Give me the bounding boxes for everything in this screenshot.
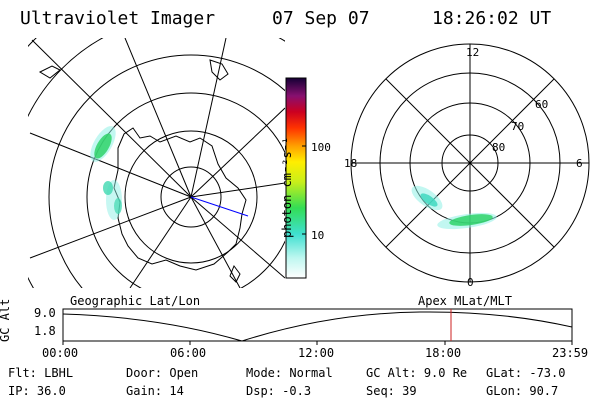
mlt-label-18: 18 xyxy=(344,157,358,170)
coastline-fragment xyxy=(209,59,229,81)
polar-grid xyxy=(350,43,590,283)
intensity-colorbar xyxy=(285,77,307,279)
status-door: Door: Open xyxy=(126,366,199,380)
timeline-x-tick-2359: 23:59 xyxy=(552,346,589,360)
status-glon: GLon: 90.7 xyxy=(486,384,559,398)
status-mode: Mode: Normal xyxy=(246,366,333,380)
colorbar-tick-10: 10 xyxy=(311,229,325,242)
aurora-oval xyxy=(411,185,497,230)
status-dsp: Dsp: -0.3 xyxy=(246,384,312,398)
aurora-emission xyxy=(90,126,122,220)
timeline-y-tick-min: 1.8 xyxy=(34,324,56,338)
mlat-label-80: 80 xyxy=(492,141,506,154)
timeline-y-axis-title: GC Alt xyxy=(0,298,12,342)
timeline-left-label: Geographic Lat/Lon xyxy=(70,294,201,308)
status-ip: IP: 36.0 xyxy=(8,384,66,398)
satellite-track-line xyxy=(190,196,249,217)
mlt-label-0: 0 xyxy=(467,276,474,289)
colorbar-tick-100: 100 xyxy=(311,141,331,154)
status-seq: Seq: 39 xyxy=(366,384,417,398)
colorbar-unit-label: photon cm⁻²s⁻¹ xyxy=(280,136,294,238)
coastline-fragment xyxy=(229,264,241,283)
timeline-x-tick-0600: 06:00 xyxy=(170,346,207,360)
timeline-x-tick-0000: 00:00 xyxy=(42,346,79,360)
instrument-title: Ultraviolet Imager xyxy=(20,8,216,29)
observation-time: 18:26:02 UT xyxy=(432,8,552,29)
altitude-curve xyxy=(62,311,573,342)
mlat-label-60: 60 xyxy=(535,98,549,111)
geographic-projection-image xyxy=(28,38,285,288)
timeline-y-tick-max: 9.0 xyxy=(34,306,56,320)
timeline-x-tick-1800: 18:00 xyxy=(425,346,462,360)
polar-mlat-mlt-plot xyxy=(350,43,590,283)
status-gc-alt: GC Alt: 9.0 Re xyxy=(366,366,468,380)
mlat-label-70: 70 xyxy=(511,120,525,133)
timeline-x-tick-1200: 12:00 xyxy=(298,346,335,360)
observation-date: 07 Sep 07 xyxy=(272,8,370,29)
coastline-fragment xyxy=(38,65,61,79)
geographic-grid xyxy=(28,38,285,288)
mlt-label-6: 6 xyxy=(576,157,583,170)
status-glat: GLat: -73.0 xyxy=(486,366,566,380)
orbit-altitude-timeline xyxy=(62,308,573,345)
status-filter: Flt: LBHL xyxy=(8,366,74,380)
timeline-right-label: Apex MLat/MLT xyxy=(418,294,512,308)
status-gain: Gain: 14 xyxy=(126,384,184,398)
continent-outline xyxy=(113,127,247,271)
mlt-label-12: 12 xyxy=(466,46,480,59)
